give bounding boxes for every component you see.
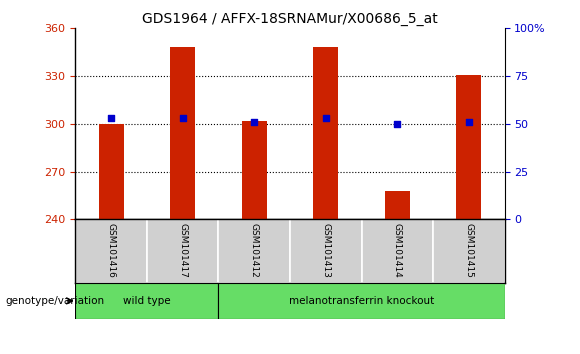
Bar — [219, 283, 505, 319]
Text: wild type: wild type — [123, 296, 171, 306]
Text: GSM101413: GSM101413 — [321, 223, 330, 278]
Text: melanotransferrin knockout: melanotransferrin knockout — [289, 296, 434, 306]
Bar — [313, 47, 338, 219]
Bar — [99, 124, 124, 219]
Title: GDS1964 / AFFX-18SRNAMur/X00686_5_at: GDS1964 / AFFX-18SRNAMur/X00686_5_at — [142, 12, 438, 26]
Point — [464, 119, 473, 125]
Text: genotype/variation: genotype/variation — [6, 296, 105, 306]
Text: GSM101414: GSM101414 — [393, 223, 402, 278]
Bar — [242, 121, 267, 219]
Bar — [385, 191, 410, 219]
Bar — [147, 219, 219, 283]
Bar — [290, 219, 361, 283]
Text: GSM101417: GSM101417 — [178, 223, 187, 278]
Point — [249, 119, 259, 125]
Point — [107, 115, 116, 121]
Point — [393, 121, 402, 127]
Bar — [456, 75, 481, 219]
Point — [321, 115, 331, 121]
Bar — [361, 219, 433, 283]
Text: GSM101416: GSM101416 — [107, 223, 115, 278]
Bar — [75, 219, 147, 283]
Bar — [170, 47, 195, 219]
Bar — [75, 283, 219, 319]
Text: GSM101415: GSM101415 — [465, 223, 473, 278]
Point — [178, 115, 187, 121]
Text: GSM101412: GSM101412 — [250, 223, 259, 278]
Bar — [433, 219, 505, 283]
Bar — [219, 219, 290, 283]
